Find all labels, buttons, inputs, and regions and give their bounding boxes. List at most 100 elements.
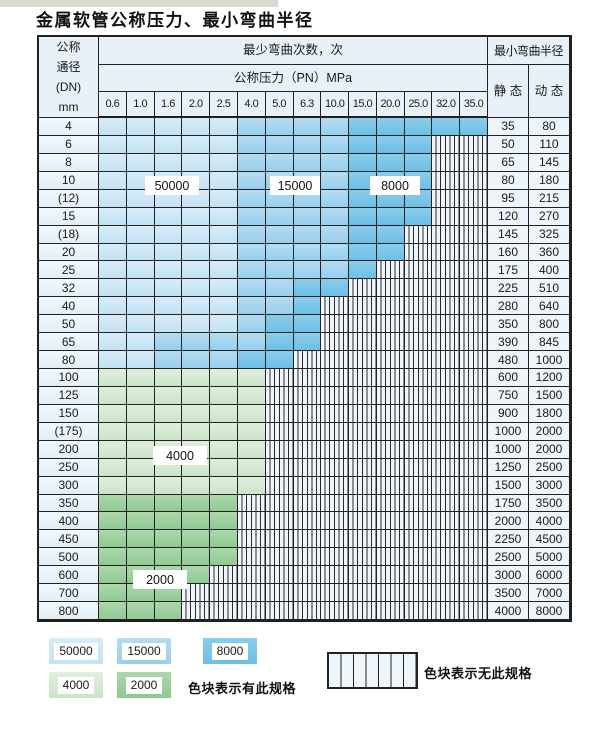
spec-cell-15000 — [265, 118, 294, 136]
no-spec-cell — [265, 512, 294, 531]
spec-cell-4000 — [99, 422, 127, 441]
spec-cell-2000 — [99, 566, 127, 585]
no-spec-cell — [432, 171, 461, 190]
spec-cell-2000 — [154, 494, 183, 513]
static-radius-cell: 95 — [488, 189, 529, 208]
no-spec-cell — [460, 189, 488, 208]
no-spec-cell — [321, 548, 350, 567]
pressure-tick-10.0: 10.0 — [321, 92, 350, 118]
spec-cell-50000 — [210, 153, 238, 172]
no-spec-cell — [432, 386, 461, 405]
spec-cell-50000 — [210, 315, 238, 334]
pressure-tick-35.0: 35.0 — [460, 92, 488, 118]
no-spec-cell — [432, 279, 461, 298]
no-spec-cell — [460, 458, 488, 477]
spec-cell-15000 — [237, 333, 266, 352]
legend-label-8000: 8000 — [211, 642, 249, 660]
no-spec-cell — [237, 530, 266, 549]
spec-cell-2000 — [182, 530, 211, 549]
spec-cell-4000 — [237, 440, 266, 459]
spec-cell-50000 — [182, 243, 211, 262]
spec-cell-4000 — [154, 369, 183, 387]
spec-cell-2000 — [182, 548, 211, 567]
dn-cell-15: 15 — [39, 207, 99, 226]
spec-cell-8000 — [376, 207, 405, 226]
legend-hatch-swatch — [327, 652, 418, 689]
no-spec-cell — [404, 422, 433, 441]
static-radius-cell: 175 — [488, 261, 529, 280]
no-spec-cell — [237, 548, 266, 567]
spec-cell-50000 — [182, 297, 211, 316]
spec-cell-50000 — [210, 135, 238, 154]
no-spec-cell — [293, 369, 322, 387]
dynamic-radius-cell: 5000 — [529, 548, 570, 567]
no-spec-cell — [349, 602, 377, 620]
no-spec-cell — [432, 315, 461, 334]
spec-cell-8000 — [460, 118, 488, 136]
no-spec-cell — [404, 530, 433, 549]
pressure-tick-0.6: 0.6 — [99, 92, 127, 118]
no-spec-cell — [460, 171, 488, 190]
no-spec-cell — [460, 566, 488, 585]
no-spec-cell — [376, 602, 405, 620]
spec-cell-50000 — [154, 118, 183, 136]
no-spec-cell — [265, 602, 294, 620]
spec-cell-4000 — [237, 458, 266, 477]
spec-cell-15000 — [237, 171, 266, 190]
no-spec-cell — [349, 476, 377, 495]
no-spec-cell — [349, 351, 377, 369]
spec-cell-50000 — [210, 279, 238, 298]
overlay-label-15000: 15000 — [270, 176, 320, 195]
spec-cell-4000 — [154, 476, 183, 495]
no-spec-cell — [404, 243, 433, 262]
no-spec-cell — [404, 297, 433, 316]
dynamic-column-header: 动 态 — [529, 65, 570, 118]
spec-cell-2000 — [99, 494, 127, 513]
dynamic-radius-cell: 1800 — [529, 404, 570, 423]
spec-cell-50000 — [126, 261, 155, 280]
no-spec-cell — [265, 530, 294, 549]
no-spec-cell — [376, 584, 405, 603]
no-spec-cell — [404, 369, 433, 387]
spec-cell-8000 — [293, 333, 322, 352]
dynamic-radius-cell: 80 — [529, 118, 570, 136]
spec-cell-4000 — [99, 458, 127, 477]
dynamic-radius-cell: 2000 — [529, 422, 570, 441]
no-spec-cell — [349, 386, 377, 405]
spec-cell-15000 — [237, 279, 266, 298]
spec-cell-2000 — [154, 530, 183, 549]
dn-cell-(12): (12) — [39, 189, 99, 208]
legend-has-spec-text: 色块表示有此规格 — [188, 681, 297, 696]
dn-cell-4: 4 — [39, 118, 99, 136]
dynamic-radius-cell: 1500 — [529, 386, 570, 405]
no-spec-cell — [460, 404, 488, 423]
no-spec-cell — [321, 530, 350, 549]
dn-cell-200: 200 — [39, 440, 99, 459]
no-spec-cell — [460, 315, 488, 334]
spec-cell-50000 — [126, 207, 155, 226]
dn-cell-50: 50 — [39, 315, 99, 334]
static-radius-cell: 1750 — [488, 494, 529, 513]
no-spec-cell — [460, 440, 488, 459]
no-spec-cell — [376, 458, 405, 477]
spec-cell-50000 — [126, 243, 155, 262]
no-spec-cell — [321, 602, 350, 620]
no-spec-cell — [321, 458, 350, 477]
spec-cell-4000 — [237, 404, 266, 423]
spec-cell-50000 — [210, 189, 238, 208]
no-spec-cell — [376, 512, 405, 531]
no-spec-cell — [293, 458, 322, 477]
spec-cell-15000 — [265, 135, 294, 154]
spec-cell-15000 — [265, 225, 294, 244]
no-spec-cell — [293, 476, 322, 495]
dn-cell-150: 150 — [39, 404, 99, 423]
static-radius-cell: 3500 — [488, 584, 529, 603]
overlay-label-2000: 2000 — [133, 570, 187, 589]
static-radius-cell: 1500 — [488, 476, 529, 495]
spec-cell-8000 — [404, 118, 433, 136]
no-spec-cell — [460, 548, 488, 567]
spec-cell-15000 — [237, 153, 266, 172]
overlay-label-8000: 8000 — [370, 176, 420, 195]
spec-cell-8000 — [376, 225, 405, 244]
no-spec-cell — [404, 566, 433, 585]
